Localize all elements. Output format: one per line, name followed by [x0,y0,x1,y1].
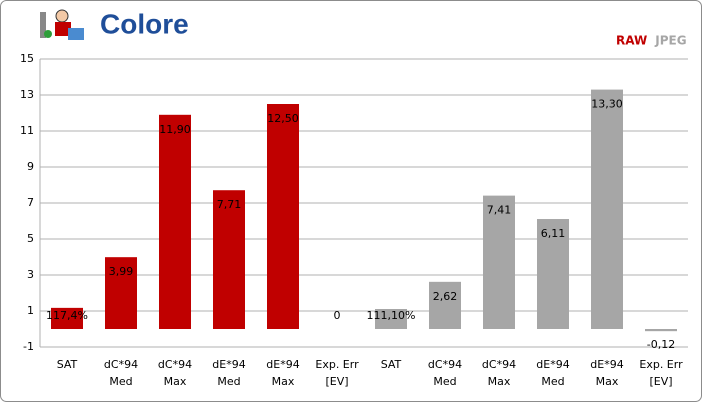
x-tick-label: Exp. Err [315,358,359,371]
x-tick-label: Max [164,375,187,388]
y-tick-label: -1 [23,340,34,353]
x-tick-label: Max [488,375,511,388]
bar [159,114,191,329]
x-tick-label: dC*94 [158,358,192,371]
logo [40,9,84,40]
y-tick-label: 7 [27,196,34,209]
bar [105,257,137,329]
x-tick-label: [EV] [325,375,348,388]
x-tick-label: Med [217,375,240,388]
y-tick-label: 9 [27,160,34,173]
bar [429,281,461,329]
x-tick-label: dE*94 [266,358,299,371]
x-tick-label: Max [596,375,619,388]
x-tick-label: dE*94 [536,358,569,371]
data-label: 117,4% [46,309,88,322]
data-label: 11,90 [159,123,191,136]
bar [267,104,299,329]
y-tick-label: 11 [20,124,34,137]
x-tick-label: SAT [381,358,402,371]
data-label: 0 [334,309,341,322]
data-label: 111,10% [367,309,416,322]
data-label: 7,71 [217,198,242,211]
chart-title: Colore [100,8,189,39]
legend-label: JPEG [654,34,686,48]
x-tick-label: dE*94 [212,358,245,371]
y-tick-label: 3 [27,268,34,281]
y-tick-label: 13 [20,88,34,101]
data-label: 6,11 [541,227,566,240]
data-label: 12,50 [267,112,299,125]
bar [375,309,407,329]
y-tick-label: 5 [27,232,34,245]
bar [591,89,623,329]
data-label: 13,30 [591,98,623,111]
bar [645,329,677,332]
data-label: 7,41 [487,204,512,217]
x-tick-label: SAT [57,358,78,371]
x-tick-label: Exp. Err [639,358,683,371]
y-tick-label: 15 [20,52,34,65]
x-tick-label: dC*94 [104,358,138,371]
bar [51,307,83,329]
x-tick-label: Med [433,375,456,388]
x-tick-label: dC*94 [428,358,462,371]
x-tick-label: dC*94 [482,358,516,371]
data-label: 2,62 [433,290,458,303]
legend-label: RAW [616,34,647,48]
x-tick-label: Max [272,375,295,388]
bar [483,195,515,329]
x-tick-label: [EV] [649,375,672,388]
y-tick-label: 1 [27,304,34,317]
x-tick-label: Med [541,375,564,388]
bar [213,190,245,329]
x-tick-label: dE*94 [590,358,623,371]
data-label: 3,99 [109,265,134,278]
data-label: -0,12 [647,338,675,351]
x-tick-label: Med [109,375,132,388]
bar [537,219,569,329]
